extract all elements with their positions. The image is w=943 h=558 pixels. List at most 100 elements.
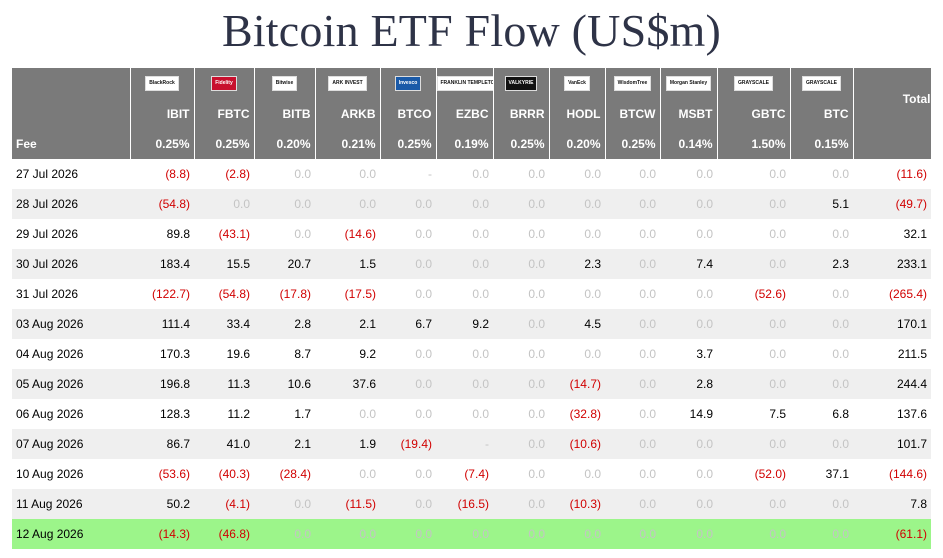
flow-cell: (10.6) bbox=[549, 429, 605, 459]
table-row: 30 Jul 2026 183.4 15.5 20.7 1.5 0.0 0.0 0.0 2.3 0… bbox=[12, 249, 931, 279]
ticker-header: IBIT bbox=[130, 98, 195, 129]
ticker-header: BTC bbox=[790, 98, 854, 129]
table-row: 29 Jul 2026 89.8 (43.1) 0.0 (14.6) 0.0 0.0 0.0 0… bbox=[12, 219, 931, 249]
fee-value: 0.19% bbox=[436, 129, 494, 159]
flow-cell: 0.0 bbox=[832, 167, 849, 181]
fee-row: Fee 0.25% 0.25% 0.20% 0.21% 0.25% 0.19% 0.25% 0… bbox=[12, 129, 932, 159]
flow-cell: 0.0 bbox=[528, 227, 545, 241]
issuer-logo: VALKYRIE bbox=[504, 75, 538, 91]
flow-cell: 0.0 bbox=[380, 249, 436, 279]
flow-cell: 0.0 bbox=[380, 489, 436, 519]
flow-cell: 0.0 bbox=[584, 167, 601, 181]
row-date: 11 Aug 2026 bbox=[12, 489, 130, 519]
flow-cell: 0.0 bbox=[315, 519, 380, 549]
flow-cell: 0.0 bbox=[380, 519, 436, 549]
flow-cell: 0.0 bbox=[660, 309, 717, 339]
fee-value: 1.50% bbox=[717, 129, 791, 159]
flow-cell: (11.5) bbox=[315, 489, 380, 519]
row-date: 06 Aug 2026 bbox=[16, 407, 84, 421]
row-date: 03 Aug 2026 bbox=[12, 309, 130, 339]
issuer-logo-cell: BlackRock bbox=[130, 68, 195, 98]
fee-value: 0.25% bbox=[605, 129, 661, 159]
table-row: 10 Aug 2026 (53.6) (40.3) (28.4) 0.0 0.0 (7.4)… bbox=[12, 459, 931, 489]
issuer-logo: ARK INVEST bbox=[328, 75, 367, 91]
flow-cell: 111.4 bbox=[130, 309, 194, 339]
flow-cell: 0.0 bbox=[415, 407, 432, 421]
flow-cell: 0.0 bbox=[790, 369, 853, 399]
flow-cell: 4.5 bbox=[549, 309, 605, 339]
flow-cell: 86.7 bbox=[130, 429, 194, 459]
flow-cell: 0.0 bbox=[660, 429, 717, 459]
flow-cell: (46.8) bbox=[194, 519, 254, 549]
issuer-logo-cell: VALKYRIE bbox=[493, 68, 550, 98]
flow-cell: (14.6) bbox=[344, 227, 376, 241]
flow-cell: 0.0 bbox=[584, 347, 601, 361]
flow-cell: 0.0 bbox=[696, 167, 713, 181]
flow-cell: 0.0 bbox=[639, 407, 656, 421]
flow-cell: (40.3) bbox=[218, 467, 250, 481]
flow-cell: 0.0 bbox=[769, 347, 786, 361]
flow-cell: 9.2 bbox=[436, 309, 493, 339]
row-total: 101.7 bbox=[853, 429, 931, 459]
flow-cell: 0.0 bbox=[528, 407, 545, 421]
flow-cell: 0.0 bbox=[472, 167, 489, 181]
flow-cell: 0.0 bbox=[436, 369, 493, 399]
flow-cell: 0.0 bbox=[294, 227, 311, 241]
flow-cell: 0.0 bbox=[769, 167, 786, 181]
flow-cell: 0.0 bbox=[769, 227, 786, 241]
flow-cell: 0.0 bbox=[717, 489, 790, 519]
flow-cell: 0.0 bbox=[605, 429, 660, 459]
flow-cell: 0.0 bbox=[359, 407, 376, 421]
flow-cell: 0.0 bbox=[790, 309, 853, 339]
flow-cell: (14.7) bbox=[549, 369, 605, 399]
flow-cell: 0.0 bbox=[717, 249, 790, 279]
flow-cell: 0.0 bbox=[493, 429, 549, 459]
flow-cell: 1.5 bbox=[315, 249, 380, 279]
flow-cell: 0.0 bbox=[493, 189, 549, 219]
flow-cell: 0.0 bbox=[472, 347, 489, 361]
row-total: 32.1 bbox=[903, 227, 927, 241]
issuer-logo: VanEck bbox=[564, 75, 590, 91]
flow-cell: 0.0 bbox=[717, 519, 790, 549]
flow-cell: 2.3 bbox=[790, 249, 853, 279]
table-row: 07 Aug 2026 86.7 41.0 2.1 1.9 (19.4) -0.0 (10.6… bbox=[12, 429, 931, 459]
flow-cell: 0.0 bbox=[790, 519, 853, 549]
flow-cell: 3.7 bbox=[696, 347, 713, 361]
flow-cell: 0.0 bbox=[605, 309, 660, 339]
table-row: 12 Aug 2026 (14.3) (46.8) 0.0 0.0 0.0 0.0 0.0 0.… bbox=[12, 519, 931, 549]
issuer-logo-cell: Fidelity bbox=[194, 68, 255, 98]
flow-cell: 0.0 bbox=[254, 519, 315, 549]
row-date: 05 Aug 2026 bbox=[12, 369, 130, 399]
flow-cell: 0.0 bbox=[639, 467, 656, 481]
row-date: 29 Jul 2026 bbox=[16, 227, 79, 241]
flow-cell: (122.7) bbox=[151, 287, 190, 301]
fee-value: 0.20% bbox=[549, 129, 606, 159]
fee-value: 0.21% bbox=[315, 129, 381, 159]
flow-cell: 0.0 bbox=[315, 189, 380, 219]
flow-cell: 0.0 bbox=[584, 287, 601, 301]
row-total: (265.4) bbox=[888, 287, 927, 301]
flow-cell: 0.0 bbox=[605, 519, 660, 549]
flow-cell: 0.0 bbox=[584, 227, 601, 241]
issuer-logo-cell: GRAYSCALE bbox=[717, 68, 791, 98]
flow-cell: 0.0 bbox=[472, 407, 489, 421]
header-blank-cell bbox=[12, 98, 131, 129]
ticker-header: BITB bbox=[254, 98, 316, 129]
flow-cell: (53.6) bbox=[158, 467, 190, 481]
flow-cell: 0.0 bbox=[254, 189, 315, 219]
row-total: 7.8 bbox=[853, 489, 931, 519]
flow-cell: 14.9 bbox=[689, 407, 713, 421]
flow-cell: (4.1) bbox=[194, 489, 254, 519]
flow-cell: 0.0 bbox=[790, 429, 853, 459]
flow-cell: 0.0 bbox=[717, 369, 790, 399]
flow-cell: (8.8) bbox=[165, 167, 190, 181]
issuer-logo: FRANKLIN TEMPLETON bbox=[436, 75, 492, 91]
flow-cell: 10.6 bbox=[254, 369, 315, 399]
table-row: 31 Jul 2026 (122.7) (54.8) (17.8) (17.5) 0.0 0… bbox=[12, 279, 931, 309]
flow-cell: 0.0 bbox=[605, 369, 660, 399]
issuer-logo-cell: Invesco bbox=[380, 68, 437, 98]
flow-cell: (16.5) bbox=[436, 489, 493, 519]
flow-cell: 0.0 bbox=[639, 227, 656, 241]
flow-cell: (28.4) bbox=[279, 467, 311, 481]
ticker-header: EZBC bbox=[436, 98, 494, 129]
